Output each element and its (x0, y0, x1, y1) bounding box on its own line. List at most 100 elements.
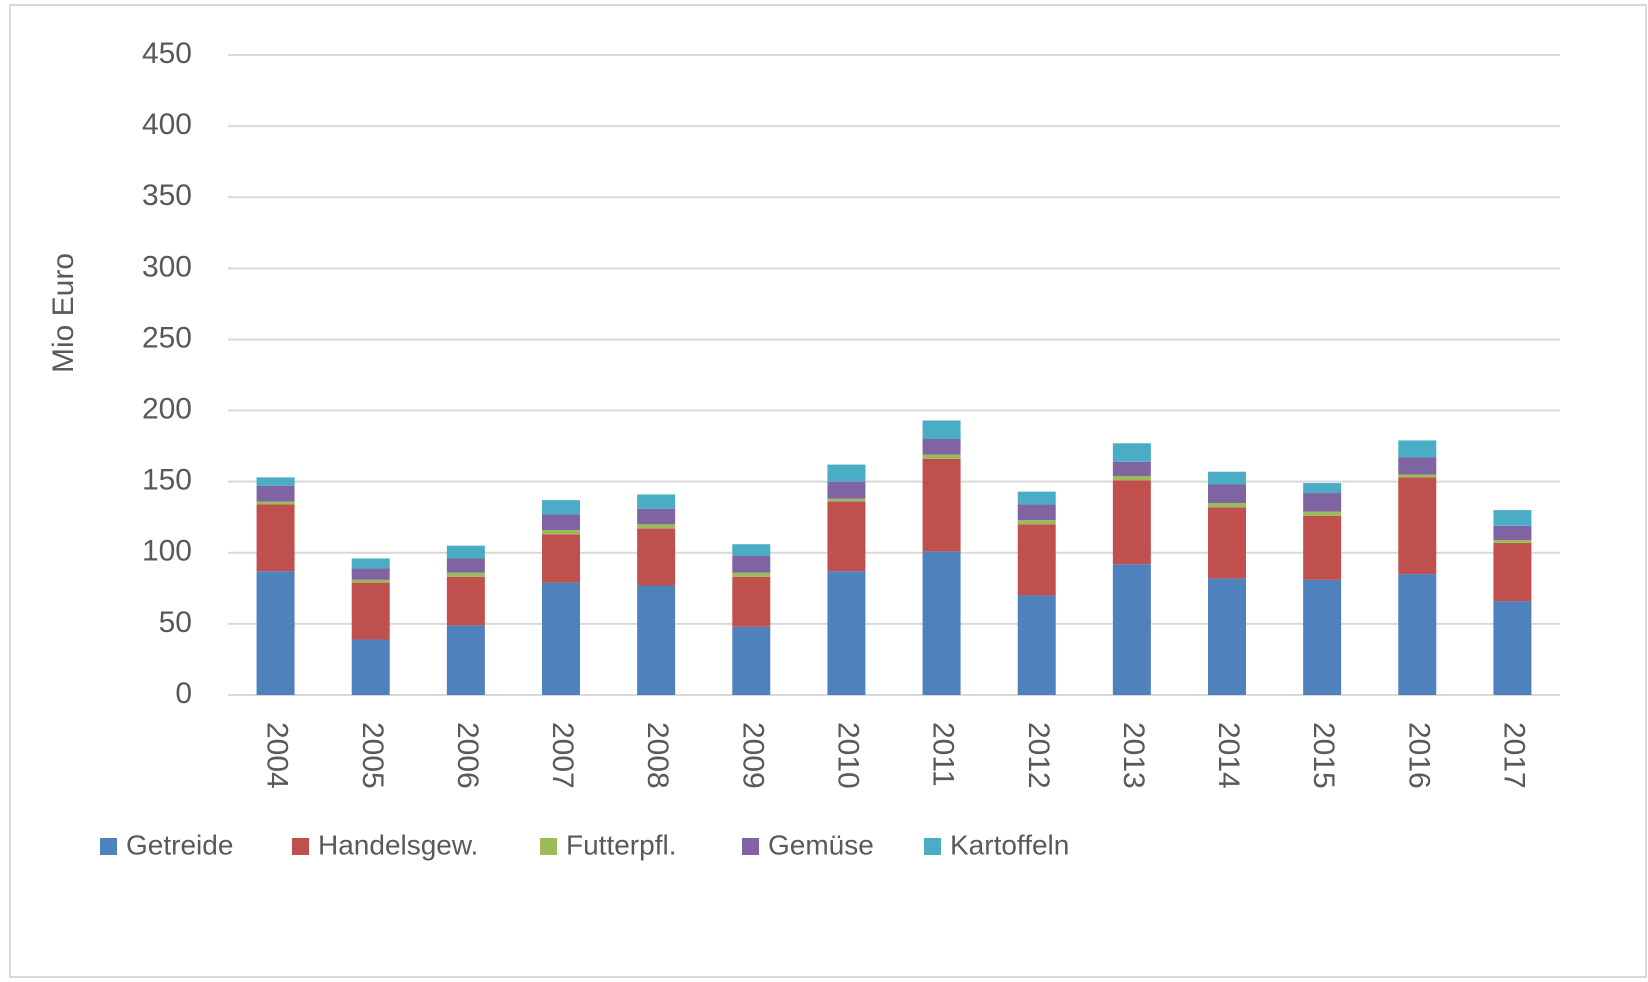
legend-swatch (540, 838, 557, 855)
bar-segment (351, 639, 390, 695)
bar-segment (1112, 461, 1151, 476)
y-tick-label: 450 (142, 37, 192, 70)
bar-segment (922, 458, 961, 552)
bar-segment (922, 551, 961, 695)
bar-segment (1398, 440, 1437, 458)
bar-segment (1398, 574, 1437, 695)
y-tick-label: 400 (142, 108, 192, 141)
y-axis-label: Mio Euro (47, 253, 80, 373)
legend-label: Gemüse (768, 829, 874, 860)
x-tick-label: 2004 (261, 722, 294, 789)
x-tick-label: 2011 (927, 722, 960, 787)
bar-segment (1017, 524, 1056, 596)
bar-segment (732, 626, 771, 695)
bar-segment (922, 420, 961, 439)
bar-segment (446, 576, 485, 626)
bar-segment (1493, 601, 1532, 695)
bar-segment (1017, 520, 1056, 525)
bar-segment (732, 572, 771, 577)
bar-segment (1208, 471, 1246, 485)
y-tick-label: 0 (175, 677, 192, 710)
legend-swatch (100, 838, 117, 855)
bar-segment (1112, 475, 1151, 481)
bar-segment (1112, 564, 1151, 695)
bar-segment (827, 498, 866, 502)
bar-segment (351, 579, 390, 583)
x-tick-label: 2017 (1498, 722, 1531, 789)
bar-segment (922, 454, 961, 459)
x-tick-label: 2010 (832, 722, 865, 789)
bar-segment (1493, 525, 1532, 540)
x-tick-label: 2015 (1307, 722, 1340, 789)
bar-segment (1303, 515, 1342, 580)
bar-segment (1398, 457, 1437, 475)
bar-segment (1493, 539, 1532, 543)
x-tick-label: 2007 (546, 722, 579, 789)
bar-segment (637, 585, 676, 695)
bar-segment (1398, 477, 1437, 575)
x-tick-label: 2009 (736, 722, 769, 789)
bar-segment (827, 481, 866, 499)
x-tick-label: 2008 (641, 722, 674, 789)
bar-segment (351, 582, 390, 640)
bar-segment (1303, 483, 1342, 494)
y-tick-label: 200 (142, 392, 192, 425)
legend-label: Kartoffeln (950, 829, 1069, 860)
bar-segment (446, 572, 485, 577)
bar-segment (256, 477, 295, 486)
x-tick-label: 2012 (1022, 722, 1055, 789)
bar-segment (827, 571, 866, 695)
y-tick-label: 250 (142, 321, 192, 354)
bar-segment (351, 568, 390, 580)
legend-label: Getreide (126, 829, 233, 860)
bar-segment (1017, 595, 1056, 695)
y-tick-label: 300 (142, 250, 192, 283)
bar-segment (1493, 510, 1532, 526)
bar-segment (922, 439, 961, 455)
x-tick-label: 2016 (1402, 722, 1435, 789)
bar-segment (827, 501, 866, 572)
legend-swatch (292, 838, 309, 855)
x-tick-label: 2005 (356, 722, 389, 789)
legend-label: Futterpfl. (566, 829, 676, 860)
bar-segment (637, 494, 676, 509)
bar-segment (542, 582, 580, 695)
bar-segment (1112, 443, 1151, 462)
bar-segment (256, 485, 295, 502)
legend-swatch (924, 838, 941, 855)
x-tick-label: 2014 (1212, 722, 1245, 789)
bar-segment (446, 558, 485, 573)
bar-segment (637, 508, 676, 525)
bar-segment (256, 571, 295, 695)
y-tick-label: 150 (142, 464, 192, 497)
bar-segment (542, 530, 580, 535)
bar-segment (446, 545, 485, 559)
y-tick-label: 350 (142, 179, 192, 212)
x-tick-label: 2006 (451, 722, 484, 789)
bar-segment (256, 501, 295, 505)
bar-segment (542, 514, 580, 531)
bar-segment (1017, 491, 1056, 505)
bar-segment (1303, 579, 1342, 695)
bar-segment (1208, 578, 1246, 695)
legend-label: Handelsgew. (318, 829, 478, 860)
bar-segment (1208, 503, 1246, 508)
bar-segment (732, 576, 771, 627)
bar-segment (446, 625, 485, 695)
y-tick-label: 100 (142, 535, 192, 568)
y-tick-label: 50 (159, 606, 192, 639)
bar-segment (637, 528, 676, 586)
bar-segment (1208, 484, 1246, 503)
bar-segment (351, 558, 390, 569)
bar-segment (1303, 511, 1342, 516)
legend-swatch (742, 838, 759, 855)
bar-segment (732, 544, 771, 556)
bar-segment (827, 464, 866, 482)
x-tick-label: 2013 (1117, 722, 1150, 789)
bar-segment (1398, 474, 1437, 478)
bar-segment (1208, 507, 1246, 579)
bar-segment (1303, 493, 1342, 512)
bar-segment (256, 504, 295, 572)
bar-segment (542, 500, 580, 515)
